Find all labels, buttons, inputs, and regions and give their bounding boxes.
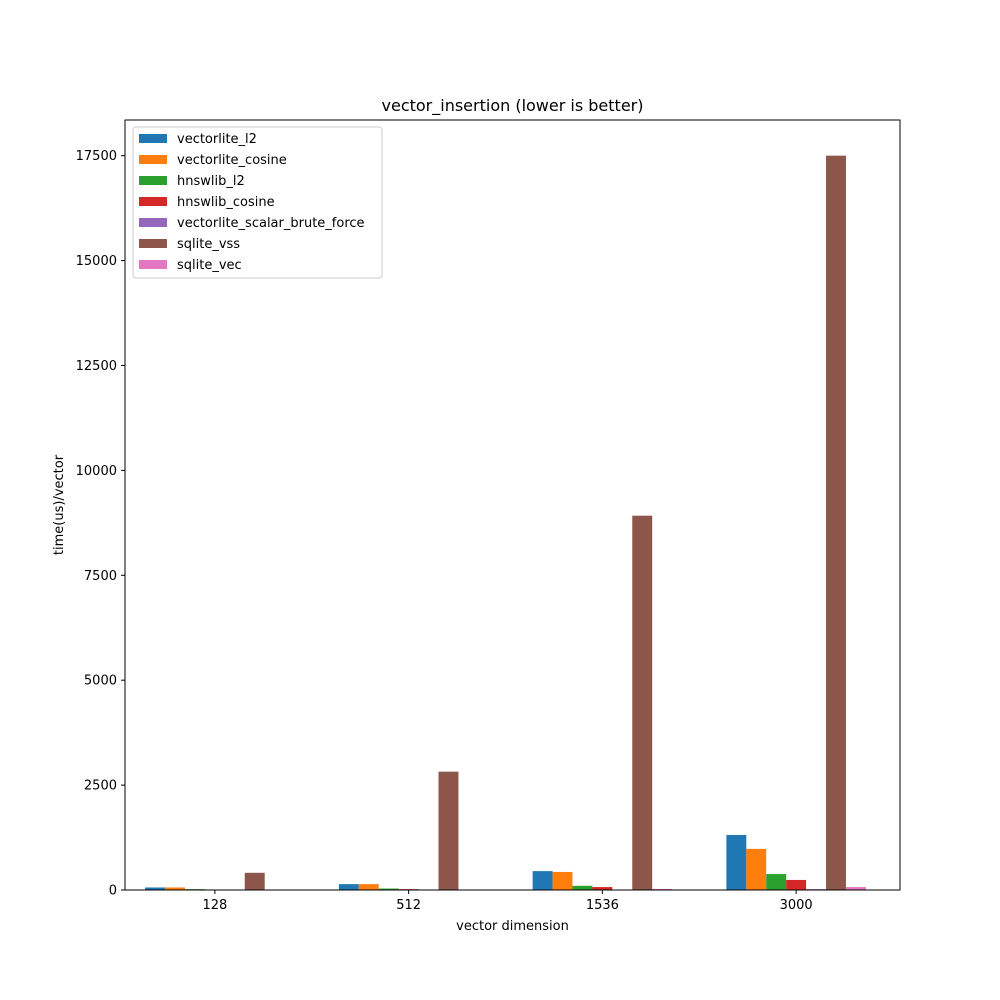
legend-swatch-sqlite_vss (139, 239, 167, 248)
y-axis: 0 2500 5000 7500 10000 12500 15000 17500 (76, 149, 125, 899)
bar-sqlite_vec-3000 (845, 887, 866, 890)
legend-swatch-hnswlib_l2 (139, 176, 167, 185)
legend-swatch-vectorlite_scalar_brute_force (139, 218, 167, 227)
x-axis: 128 512 1536 3000 (202, 890, 813, 913)
bar-vectorlite_cosine-512 (358, 884, 379, 890)
bar-vectorlite_l2-3000 (726, 835, 747, 890)
x-axis-label: vector dimension (456, 919, 569, 934)
plot-frame (124, 119, 901, 891)
bar-hnswlib_l2-512 (378, 888, 399, 890)
bar-hnswlib_l2-3000 (766, 874, 787, 890)
bar-vectorlite_cosine-128 (165, 887, 185, 890)
legend-swatch-vectorlite_l2 (139, 134, 167, 143)
bar-hnswlib_cosine-3000 (786, 879, 807, 890)
bar-hnswlib_l2-1536 (572, 885, 593, 890)
bar-sqlite_vss-3000 (826, 155, 846, 890)
legend-label-sqlite_vss: sqlite_vss (177, 237, 240, 252)
legend-swatch-vectorlite_cosine (139, 155, 167, 164)
y-tick-label: 15000 (76, 254, 117, 269)
y-tick-label: 10000 (76, 464, 117, 479)
y-tick-label: 7500 (84, 569, 117, 584)
legend: vectorlite_l2 vectorlite_cosine hnswlib_l2… (132, 126, 383, 279)
bar-sqlite_vss-512 (438, 771, 459, 890)
bar-hnswlib_cosine-1536 (592, 887, 613, 890)
legend-swatch-hnswlib_cosine (139, 197, 167, 206)
bar-sqlite_vec-1536 (652, 888, 673, 890)
legend-label-vectorlite_scalar_brute_force: vectorlite_scalar_brute_force (177, 216, 365, 231)
x-tick-label: 3000 (780, 898, 813, 913)
y-tick-label: 12500 (76, 359, 117, 374)
bar-sqlite_vss-1536 (632, 515, 653, 890)
x-tick-label: 128 (202, 898, 227, 913)
bar-vectorlite_l2-1536 (532, 871, 553, 890)
y-tick-label: 2500 (84, 779, 117, 794)
legend-swatch-sqlite_vec (139, 260, 167, 269)
legend-box (132, 126, 383, 279)
y-axis-label: time(us)/vector (52, 454, 67, 555)
y-tick-label: 17500 (76, 149, 117, 164)
legend-label-sqlite_vec: sqlite_vec (177, 258, 242, 273)
y-tick-label: 5000 (84, 674, 117, 689)
bar-sqlite_vss-128 (244, 872, 265, 890)
legend-label-hnswlib_cosine: hnswlib_cosine (177, 195, 275, 210)
bar-vectorlite_cosine-1536 (552, 871, 573, 890)
y-tick-label: 0 (109, 884, 117, 899)
bar-vectorlite_l2-128 (145, 887, 166, 890)
chart-title: vector_insertion (lower is better) (382, 96, 644, 116)
bars (145, 155, 866, 890)
legend-label-vectorlite_l2: vectorlite_l2 (177, 132, 257, 147)
bar-vectorlite_cosine-3000 (746, 848, 767, 890)
legend-label-vectorlite_cosine: vectorlite_cosine (177, 153, 287, 168)
bar-vectorlite_l2-512 (338, 884, 359, 890)
x-tick-label: 1536 (586, 898, 619, 913)
legend-label-hnswlib_l2: hnswlib_l2 (177, 174, 245, 189)
x-tick-label: 512 (396, 898, 421, 913)
